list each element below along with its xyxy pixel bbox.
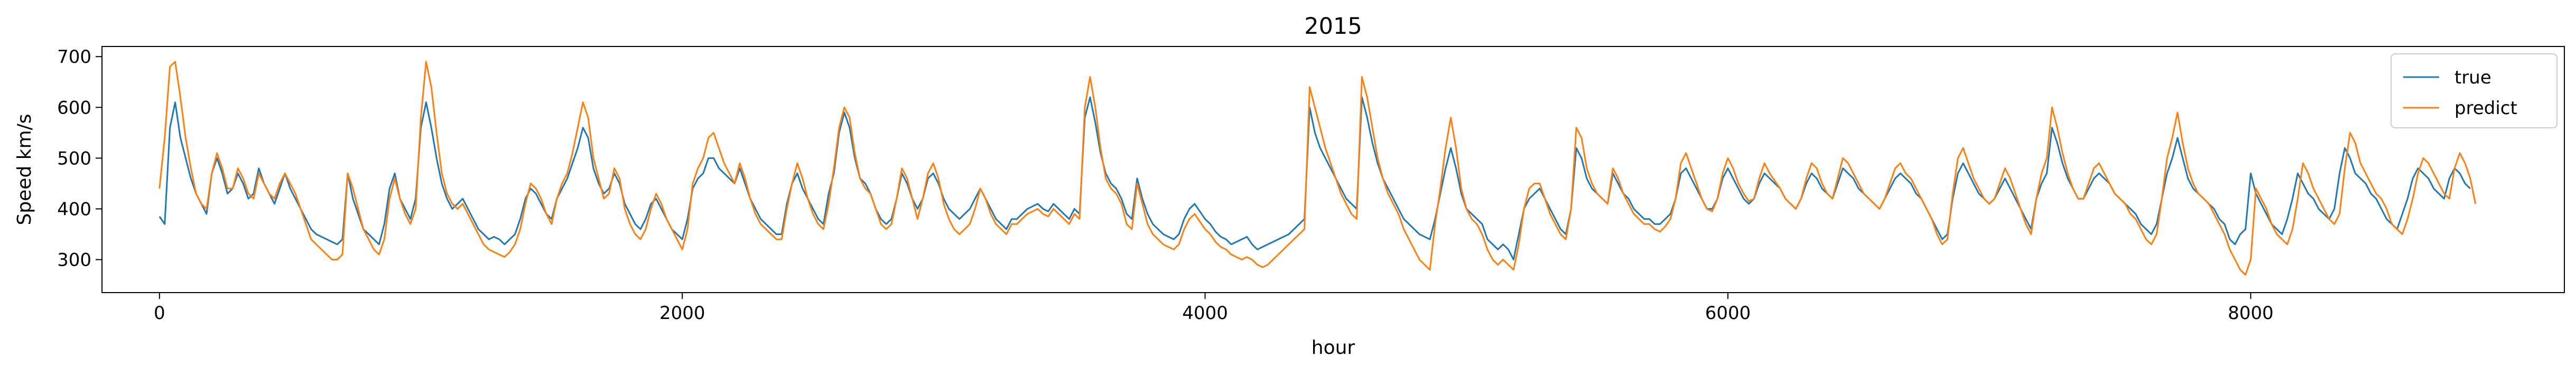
plot-frame <box>101 46 2565 293</box>
chart-title: 2015 <box>1304 13 1362 40</box>
legend-box <box>2391 53 2558 128</box>
x-tick-label: 4000 <box>1182 303 1228 324</box>
series-layer <box>159 61 2477 276</box>
y-tick-label: 500 <box>57 148 91 169</box>
legend: true predict <box>2391 53 2558 128</box>
y-tick-label: 300 <box>57 250 91 271</box>
x-tick-label: 6000 <box>1705 303 1751 324</box>
x-tick-label: 8000 <box>2228 303 2274 324</box>
plot-area <box>101 46 2565 293</box>
x-axis: 0 2000 4000 6000 8000 <box>154 293 2274 324</box>
legend-predict-label: predict <box>2454 98 2517 119</box>
y-axis: 300 400 500 600 700 <box>57 46 102 271</box>
y-tick-label: 700 <box>57 46 91 68</box>
y-tick-label: 600 <box>57 97 91 118</box>
legend-true-label: true <box>2454 67 2491 88</box>
x-tick-label: 2000 <box>659 303 705 324</box>
y-axis-label: Speed km/s <box>14 114 35 225</box>
y-tick-label: 400 <box>57 199 91 220</box>
x-tick-label: 0 <box>154 303 165 324</box>
series-predict-line <box>159 61 2477 276</box>
x-axis-label: hour <box>1312 337 1355 359</box>
